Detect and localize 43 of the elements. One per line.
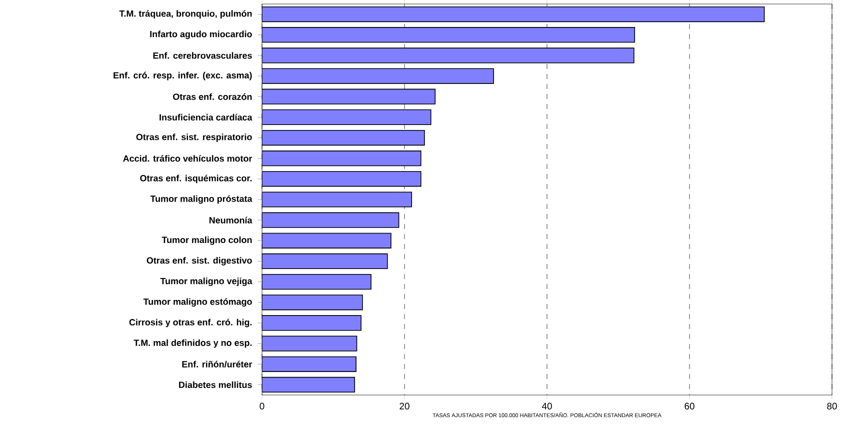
x-tick-label: 0: [260, 402, 264, 410]
y-tick-label: Tumor maligno colon: [162, 236, 252, 245]
bar: [262, 336, 358, 352]
y-tick-label: Otras enf. sist. respiratorio: [136, 134, 252, 142]
y-tick-label: Neumonía: [209, 216, 252, 224]
bar: [262, 315, 362, 331]
bar: [262, 88, 436, 104]
bar: [262, 274, 372, 290]
y-tick-label: Otras enf. sist. digestivo: [146, 257, 252, 266]
y-tick-label: Insuficiencia cardíaca: [160, 114, 252, 121]
bar: [262, 109, 432, 125]
y-tick-label: Tumor maligno vejiga: [160, 278, 252, 286]
bar: [262, 294, 363, 310]
bar: [262, 356, 356, 372]
bar: [262, 27, 636, 43]
bar: [262, 192, 412, 208]
y-tick-label: Enf. cerebrovasculares: [153, 52, 252, 59]
y-tick-label: Infarto agudo miocardio: [150, 30, 252, 40]
bar: [262, 171, 422, 187]
y-tick-label: Accid. tráfico vehículos motor: [123, 155, 252, 162]
bar: [262, 232, 392, 248]
bar: [262, 212, 400, 228]
bar: [262, 150, 422, 166]
x-tick-label: 20: [400, 402, 410, 410]
y-tick-label: T.M. tráquea, bronquio, pulmón: [119, 10, 252, 19]
y-tick-label: Cirrosis y otras enf. cró. hig.: [129, 318, 252, 328]
bar: [262, 253, 388, 270]
y-tick-label: Tumor maligno próstata: [150, 195, 252, 204]
bar: [262, 130, 425, 146]
y-tick-label: Enf. cró. resp. infer. (exc. asma): [114, 72, 252, 80]
bar: [262, 68, 494, 84]
y-tick-label: Tumor maligno estómago: [143, 298, 252, 307]
x-tick-label: 80: [827, 402, 837, 410]
bar: [262, 6, 765, 22]
y-tick-label: Otras enf. isquémicas cor.: [140, 174, 252, 184]
bar: [262, 376, 356, 393]
bar: [262, 48, 634, 64]
x-tick-label: 40: [542, 402, 552, 410]
y-tick-label: Enf. riñón/uréter: [182, 360, 252, 368]
y-tick-label: Diabetes mellitus: [179, 381, 252, 388]
y-tick-label: T.M. mal definidos y no esp.: [134, 339, 252, 348]
x-tick-label: 60: [684, 402, 694, 410]
y-tick-label: Otras enf. corazón: [173, 93, 252, 100]
